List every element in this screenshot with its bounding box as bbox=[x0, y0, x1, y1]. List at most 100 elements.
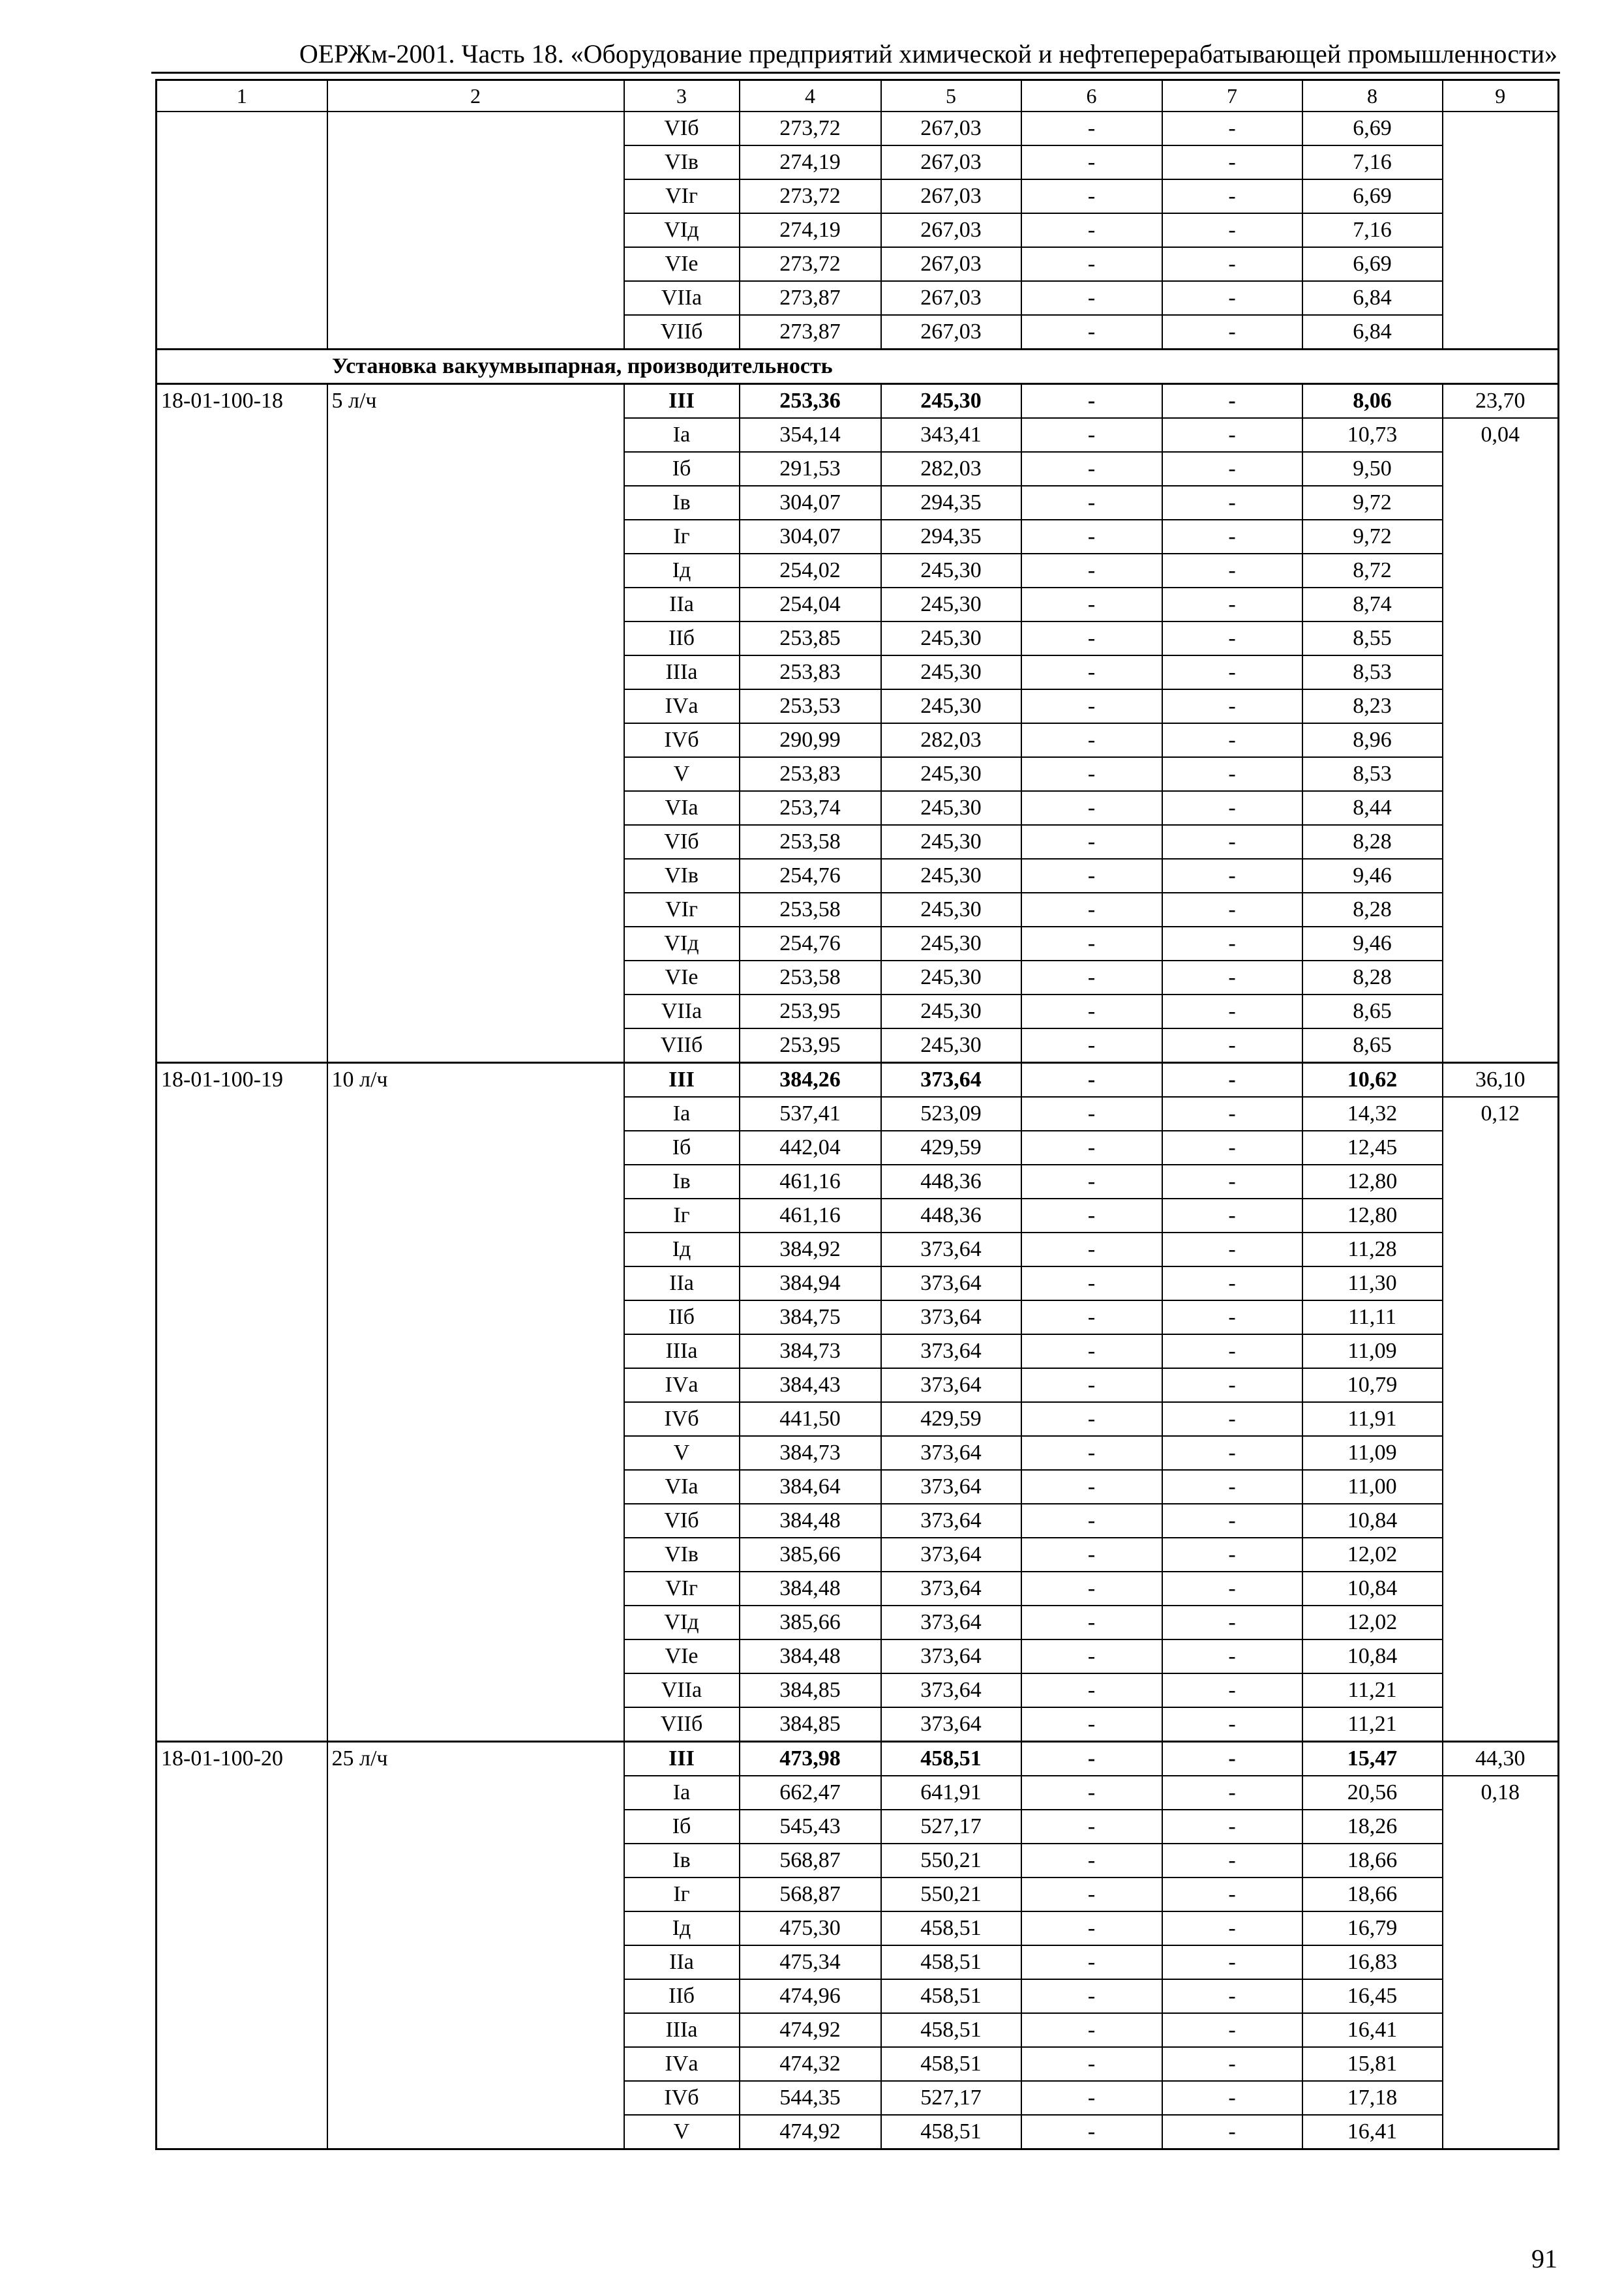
table-row: IIIа 253,83 245,30- -8,53 bbox=[157, 655, 1559, 690]
col-7: - bbox=[1161, 213, 1303, 248]
col-6: - bbox=[1020, 824, 1163, 860]
table-row: IIIа 384,73 373,64- -11,09 bbox=[157, 1334, 1559, 1369]
col-6: - bbox=[1020, 519, 1163, 554]
price-total: 274,19 bbox=[738, 213, 882, 248]
price-materials: 6,84 bbox=[1301, 280, 1443, 316]
col-6: - bbox=[1020, 314, 1163, 350]
price-wages: 373,64 bbox=[880, 1537, 1022, 1572]
table-row: Iв 304,07 294,35- -9,72 bbox=[157, 485, 1559, 520]
price-wages: 373,64 bbox=[880, 1232, 1022, 1267]
price-wages: 373,64 bbox=[880, 1469, 1022, 1504]
price-wages: 550,21 bbox=[880, 1877, 1022, 1912]
col-6: - bbox=[1020, 1232, 1163, 1267]
price-total: 384,85 bbox=[738, 1707, 882, 1743]
price-materials: 11,00 bbox=[1301, 1469, 1443, 1504]
resource-class: VIв bbox=[623, 145, 740, 180]
col-6: - bbox=[1020, 689, 1163, 724]
price-total: 291,53 bbox=[738, 451, 882, 486]
col-6: - bbox=[1020, 1300, 1163, 1335]
price-total: 384,75 bbox=[738, 1300, 882, 1335]
price-table: 1 2 3 4 5 6 7 8 9 VIб 273,72 267,03- -6,69 VIв 274,19 2… bbox=[155, 79, 1559, 2150]
price-wages: 373,64 bbox=[880, 1503, 1022, 1538]
price-wages: 245,30 bbox=[880, 824, 1022, 860]
col-6: - bbox=[1020, 1843, 1163, 1878]
price-materials: 16,83 bbox=[1301, 1945, 1443, 1980]
table-row: VIIа 273,87 267,03- -6,84 bbox=[157, 280, 1559, 316]
col-7: - bbox=[1161, 451, 1303, 486]
resource-class: Iв bbox=[623, 485, 740, 520]
table-row: VIд 385,66 373,64- -12,02 bbox=[157, 1605, 1559, 1640]
price-materials: 8,55 bbox=[1301, 621, 1443, 656]
resource-class: VIIа bbox=[623, 1673, 740, 1708]
col-6: - bbox=[1020, 1639, 1163, 1674]
code-cell: 18-01-100-20 bbox=[155, 1741, 328, 2150]
price-materials: 14,32 bbox=[1301, 1096, 1443, 1131]
price-materials: 11,21 bbox=[1301, 1707, 1443, 1743]
col-7: - bbox=[1161, 1877, 1303, 1912]
price-wages: 429,59 bbox=[880, 1130, 1022, 1165]
page-number: 91 bbox=[1531, 2244, 1557, 2273]
col-6: - bbox=[1020, 960, 1163, 995]
table-row: V 474,92 458,51- -16,41 bbox=[157, 2114, 1559, 2150]
col-6: - bbox=[1020, 2012, 1163, 2048]
col-7: - bbox=[1161, 1232, 1303, 1267]
price-wages: 373,64 bbox=[880, 1062, 1022, 1098]
table-row: Iг 568,87 550,21- -18,66 bbox=[157, 1877, 1559, 1912]
table-row: VIе 384,48 373,64- -10,84 bbox=[157, 1639, 1559, 1674]
price-total: 384,48 bbox=[738, 1639, 882, 1674]
col-6: - bbox=[1020, 2046, 1163, 2082]
column-number: 9 bbox=[1441, 79, 1559, 112]
table-row: Iд 254,02 245,30- -8,72 bbox=[157, 553, 1559, 588]
col-7: - bbox=[1161, 1266, 1303, 1301]
price-wages: 294,35 bbox=[880, 519, 1022, 554]
resource-class: Iд bbox=[623, 1232, 740, 1267]
resource-class: Iв bbox=[623, 1843, 740, 1878]
col-6: - bbox=[1020, 1673, 1163, 1708]
col-6: - bbox=[1020, 723, 1163, 758]
price-materials: 7,16 bbox=[1301, 213, 1443, 248]
price-materials: 6,84 bbox=[1301, 314, 1443, 350]
col-6: - bbox=[1020, 1741, 1163, 1776]
price-wages: 267,03 bbox=[880, 280, 1022, 316]
price-wages: 245,30 bbox=[880, 655, 1022, 690]
code-cell: 18-01-100-19 bbox=[155, 1062, 328, 1743]
table-row: VIа 253,74 245,30- -8,44 bbox=[157, 790, 1559, 826]
col-7: - bbox=[1161, 1062, 1303, 1098]
table-row: V 384,73 373,64- -11,09 bbox=[157, 1435, 1559, 1471]
col-6: - bbox=[1020, 179, 1163, 214]
col-7: - bbox=[1161, 1605, 1303, 1640]
resource-class: VIв bbox=[623, 1537, 740, 1572]
price-materials: 10,84 bbox=[1301, 1503, 1443, 1538]
price-wages: 245,30 bbox=[880, 689, 1022, 724]
col-7: - bbox=[1161, 655, 1303, 690]
col-6: - bbox=[1020, 587, 1163, 622]
resource-class: VIIб bbox=[623, 314, 740, 350]
resource-class: IIб bbox=[623, 1300, 740, 1335]
price-materials: 11,09 bbox=[1301, 1435, 1443, 1471]
price-total: 253,58 bbox=[738, 960, 882, 995]
resource-class: IVа bbox=[623, 2046, 740, 2082]
table-row: Iа 537,41 523,09- -14,32 0,12 bbox=[157, 1096, 1559, 1743]
column-number: 3 bbox=[623, 79, 740, 112]
col9-secondary: 0,18 bbox=[1441, 1775, 1559, 2150]
col-6: - bbox=[1020, 247, 1163, 282]
table-row: IVа 253,53 245,30- -8,23 bbox=[157, 689, 1559, 724]
resource-class: VIе bbox=[623, 960, 740, 995]
price-total: 253,83 bbox=[738, 655, 882, 690]
col-6: - bbox=[1020, 1164, 1163, 1199]
col-7: - bbox=[1161, 1809, 1303, 1844]
col-6: - bbox=[1020, 1809, 1163, 1844]
price-materials: 11,11 bbox=[1301, 1300, 1443, 1335]
price-materials: 12,80 bbox=[1301, 1164, 1443, 1199]
col-7: - bbox=[1161, 1435, 1303, 1471]
col-7: - bbox=[1161, 2012, 1303, 2048]
col-6: - bbox=[1020, 451, 1163, 486]
table-row: VIе 253,58 245,30- -8,28 bbox=[157, 960, 1559, 995]
col-6: - bbox=[1020, 1062, 1163, 1098]
price-wages: 245,30 bbox=[880, 553, 1022, 588]
table-row: VIв 254,76 245,30- -9,46 bbox=[157, 858, 1559, 893]
price-materials: 8,23 bbox=[1301, 689, 1443, 724]
resource-class: Iд bbox=[623, 1911, 740, 1946]
price-total: 461,16 bbox=[738, 1198, 882, 1233]
price-materials: 10,84 bbox=[1301, 1571, 1443, 1606]
